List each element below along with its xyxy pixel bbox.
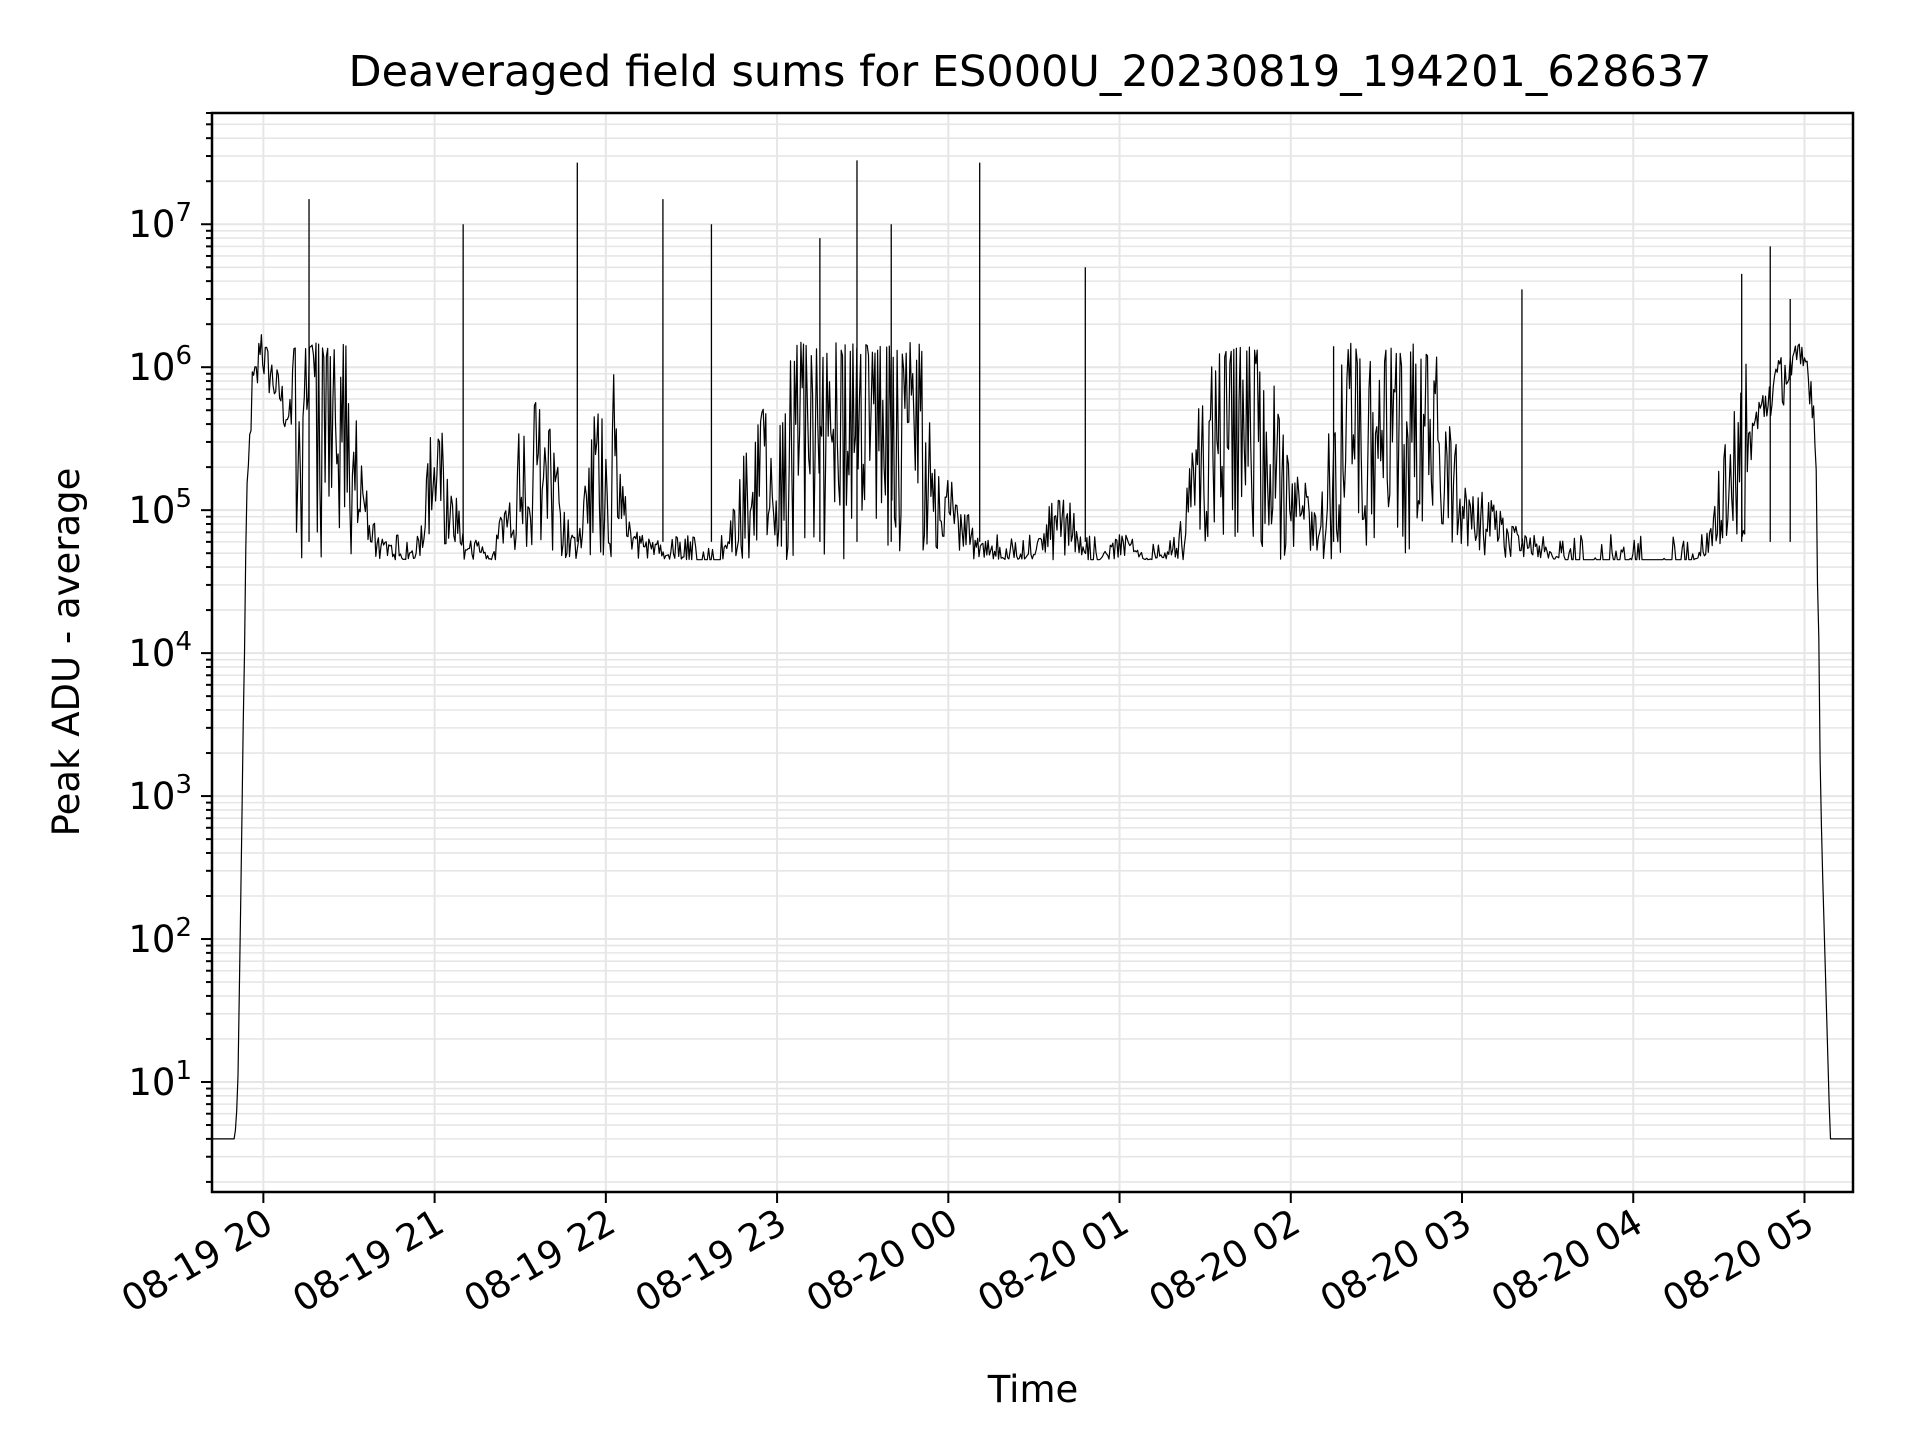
y-axis-label: Peak ADU - average — [45, 468, 88, 837]
grid — [212, 112, 1853, 1192]
y-tick-label: 102 — [128, 913, 192, 961]
y-tick-label: 105 — [128, 484, 192, 532]
y-axis: 101 102 103 104 105 106 107 — [128, 112, 212, 1183]
x-axis-label: Time — [987, 1368, 1079, 1411]
chart-title: Deaveraged field sums for ES000U_2023081… — [348, 47, 1711, 97]
y-tick-label: 104 — [128, 627, 192, 675]
series-line — [212, 334, 1853, 1140]
y-tick-label: 107 — [128, 198, 192, 246]
y-tick-label: 103 — [128, 770, 192, 818]
y-tick-label: 106 — [128, 341, 192, 389]
y-tick-label: 101 — [128, 1056, 192, 1104]
plot-area — [212, 160, 1853, 1140]
